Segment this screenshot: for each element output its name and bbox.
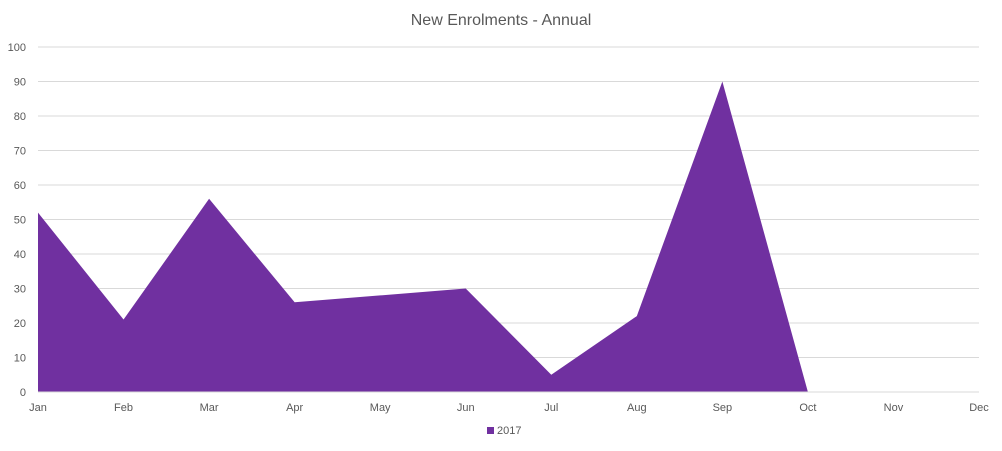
x-tick-label: Jun [457, 402, 475, 414]
y-tick-label: 10 [14, 353, 26, 365]
x-tick-label: Jan [29, 402, 47, 414]
y-tick-label: 90 [14, 77, 26, 89]
x-tick-label: Apr [286, 402, 303, 414]
x-tick-label: Jul [544, 402, 558, 414]
y-tick-label: 70 [14, 146, 26, 158]
x-tick-label: Mar [200, 402, 219, 414]
x-axis-ticks: Jan Feb Mar Apr May Jun Jul Aug Sep Oct Nov Dec [29, 402, 989, 414]
y-tick-label: 0 [20, 387, 26, 399]
y-tick-label: 100 [8, 42, 26, 54]
legend-swatch [487, 427, 494, 434]
x-tick-label: Aug [627, 402, 647, 414]
series-areas [38, 81, 808, 392]
series-area-2017 [38, 81, 808, 392]
y-tick-label: 30 [14, 284, 26, 296]
x-tick-label: Nov [884, 402, 904, 414]
chart-title: New Enrolments - Annual [411, 12, 592, 29]
x-tick-label: Oct [799, 402, 816, 414]
x-tick-label: Feb [114, 402, 133, 414]
y-tick-label: 20 [14, 318, 26, 330]
y-tick-label: 40 [14, 249, 26, 261]
y-axis-ticks: 0 10 20 30 40 50 60 70 80 90 100 [8, 42, 26, 399]
legend: 2017 [487, 425, 521, 437]
x-tick-label: May [370, 402, 391, 414]
y-tick-label: 80 [14, 111, 26, 123]
x-tick-label: Dec [969, 402, 989, 414]
legend-label: 2017 [497, 425, 521, 437]
y-tick-label: 60 [14, 180, 26, 192]
x-tick-label: Sep [713, 402, 733, 414]
y-tick-label: 50 [14, 215, 26, 227]
